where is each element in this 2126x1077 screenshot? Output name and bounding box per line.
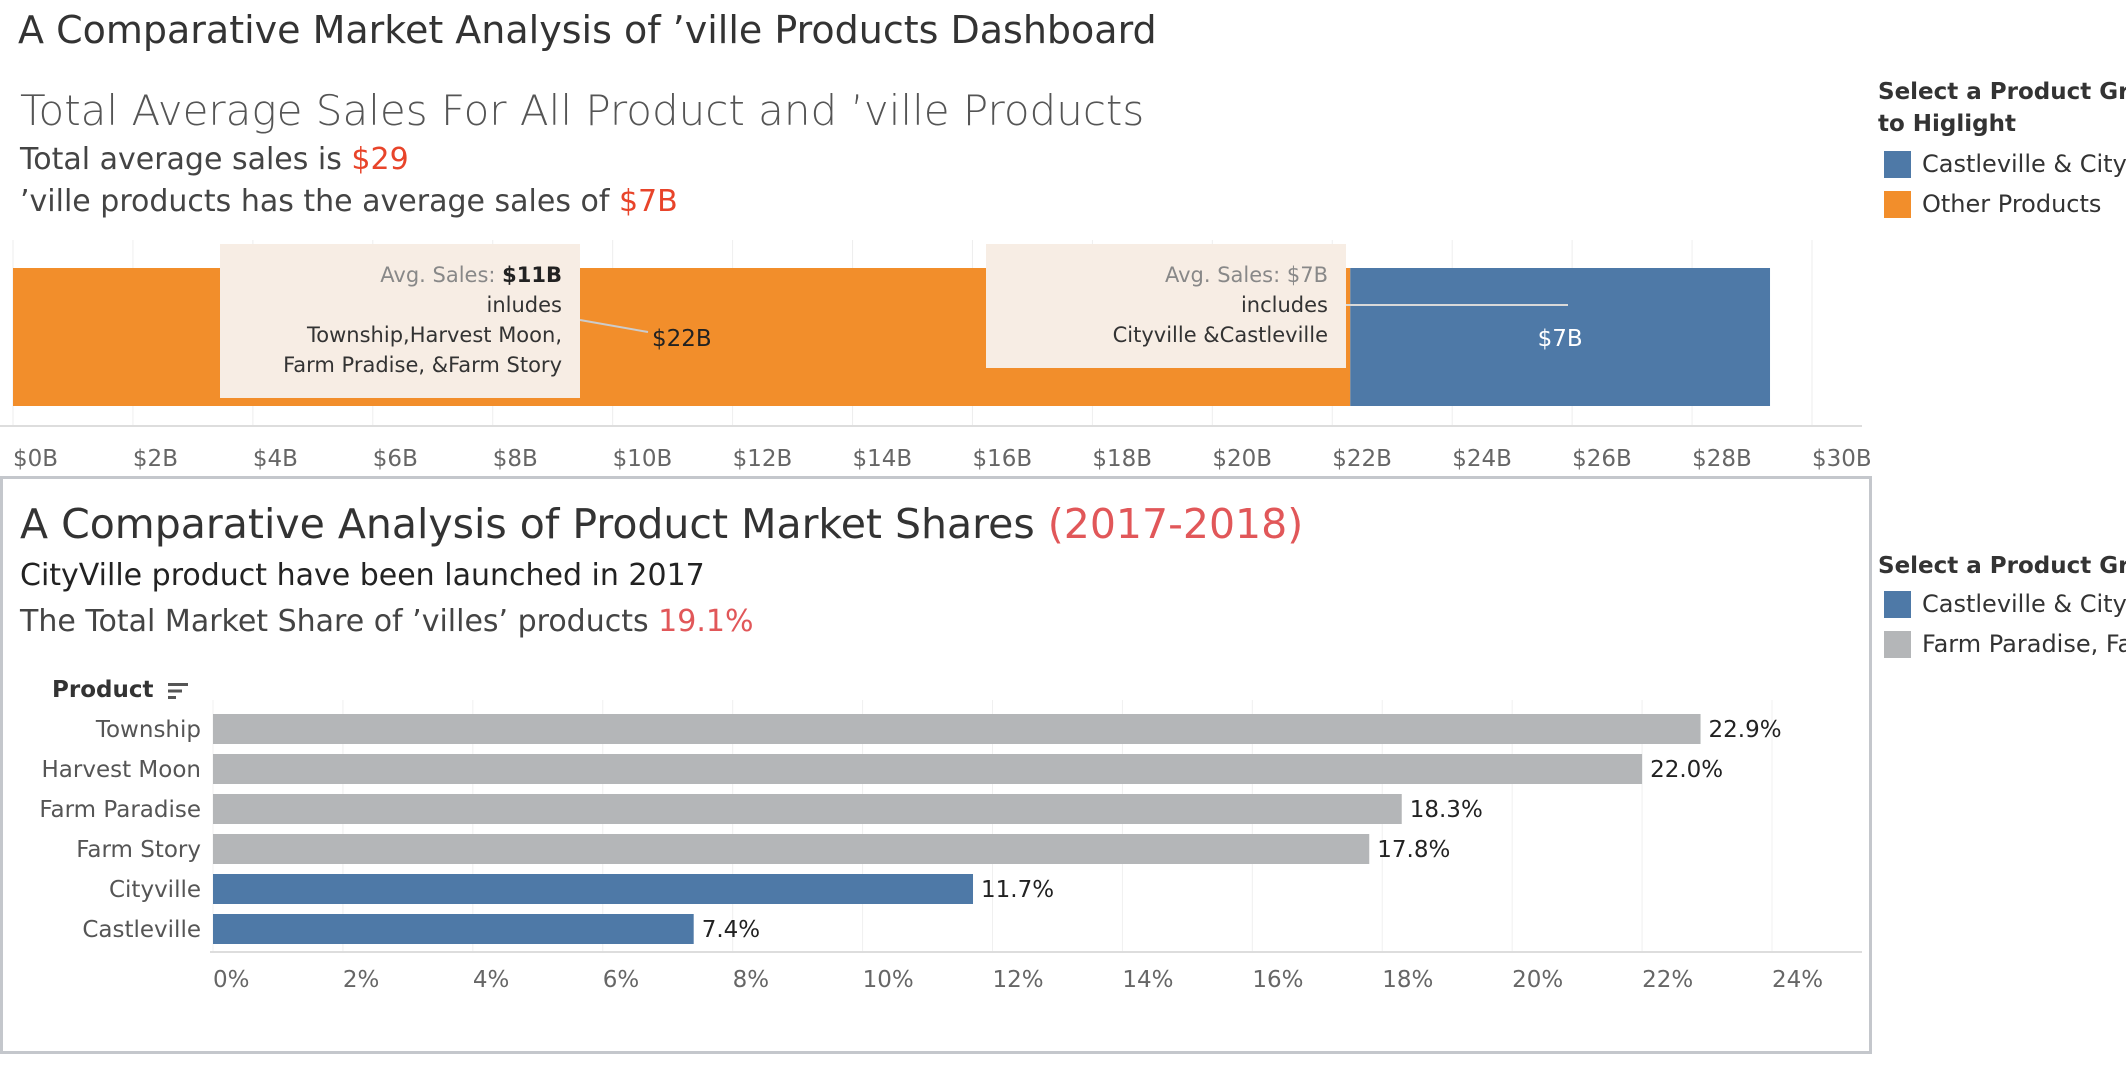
annotation-box-other <box>220 244 580 398</box>
market-legend-title: Select a Product Group <box>1878 553 2126 579</box>
x-tick-label: $28B <box>1692 446 1752 472</box>
cityville-launch-text: CityVille product have been launched in … <box>20 558 705 593</box>
x-tick-label: $26B <box>1572 446 1632 472</box>
bar-value-label: 22.0% <box>1650 757 1723 783</box>
dashboard-title: A Comparative Market Analysis of ’ville … <box>18 8 1157 52</box>
ville-average-sales-prefix: ’ville products has the average sales of <box>20 184 619 219</box>
total-average-sales-prefix: Total average sales is <box>20 142 352 177</box>
x-tick-label: $12B <box>733 446 793 472</box>
total-market-share-text: The Total Market Share of ’villes’ produ… <box>20 604 753 639</box>
sales-legend-title-line2: to Higlight <box>1878 111 2016 137</box>
annotation-other-line3: Township,Harvest Moon, <box>307 323 562 347</box>
category-label: Township <box>95 717 201 743</box>
bar <box>213 794 1402 824</box>
bar <box>213 914 694 944</box>
market-share-title: A Comparative Analysis of Product Market… <box>20 500 1303 548</box>
legend-swatch-other[interactable] <box>1884 191 1911 218</box>
market-share-bar-chart: Township 22.9% Harvest Moon 22.0% Farm Parad… <box>39 700 1862 993</box>
x-tick-label: $20B <box>1212 446 1272 472</box>
annotation-ville-line2: includes <box>1240 293 1328 317</box>
x-tick-label: 6% <box>603 967 640 993</box>
market-share-title-years: (2017-2018) <box>1047 500 1304 548</box>
sales-section-title: Total Average Sales For All Product and … <box>20 86 1145 135</box>
x-tick-label: $4B <box>253 446 298 472</box>
category-label: Harvest Moon <box>42 757 201 783</box>
annotation-connector <box>579 319 649 333</box>
market-legend-item-other[interactable]: Farm Paradise, Fa <box>1922 630 2126 658</box>
x-tick-label: 2% <box>343 967 380 993</box>
x-tick-label: 0% <box>213 967 250 993</box>
bar-value-label: 22.9% <box>1709 717 1782 743</box>
bar <box>213 834 1370 864</box>
annotation-other-line2: inludes <box>486 293 562 317</box>
ville-average-sales-value: $7B <box>618 184 678 219</box>
category-label: Farm Paradise <box>39 797 201 823</box>
product-axis-header-label: Product <box>52 677 154 703</box>
legend-swatch-ville[interactable] <box>1884 151 1911 178</box>
annotation-ville-products: Avg. Sales: $7B includes Cityville &Cast… <box>986 260 1328 350</box>
market-legend-swatch-other[interactable] <box>1884 631 1911 658</box>
sort-icon[interactable] <box>167 681 189 701</box>
sales-legend-title: Select a Product Grou to Higlight <box>1878 76 2126 140</box>
category-label: Castleville <box>82 917 201 943</box>
x-tick-label: 24% <box>1772 967 1823 993</box>
category-label: Farm Story <box>76 837 201 863</box>
annotation-box-ville <box>986 244 1346 368</box>
x-tick-label: 16% <box>1252 967 1303 993</box>
annotation-ville-line3: Cityville &Castleville <box>1112 323 1328 347</box>
x-tick-label: $22B <box>1332 446 1392 472</box>
bar-value-label: 7.4% <box>702 917 760 943</box>
product-axis-header: Product <box>52 677 189 703</box>
x-tick-label: $10B <box>613 446 673 472</box>
annotation-other-label: Avg. Sales: <box>380 263 503 287</box>
x-tick-label: 12% <box>993 967 1044 993</box>
x-tick-label: 8% <box>733 967 770 993</box>
total-market-share-value: 19.1% <box>658 604 754 639</box>
bar-value-label: 17.8% <box>1377 837 1450 863</box>
x-tick-label: $8B <box>493 446 538 472</box>
bar-segment <box>1350 268 1771 406</box>
x-tick-label: $16B <box>972 446 1032 472</box>
legend-item-other[interactable]: Other Products <box>1922 190 2102 218</box>
x-tick-label: $2B <box>133 446 178 472</box>
total-market-share-prefix: The Total Market Share of ’villes’ produ… <box>20 604 659 639</box>
x-tick-label: $6B <box>373 446 418 472</box>
bar <box>213 714 1701 744</box>
total-average-sales-value: $29 <box>351 142 409 177</box>
x-tick-label: $0B <box>13 446 58 472</box>
market-share-panel <box>0 476 1872 1054</box>
x-tick-label: 20% <box>1512 967 1563 993</box>
x-tick-label: 4% <box>473 967 510 993</box>
ville-average-sales-text: ’ville products has the average sales of… <box>20 184 678 219</box>
x-tick-label: $14B <box>853 446 913 472</box>
x-tick-label: $24B <box>1452 446 1512 472</box>
total-average-sales-text: Total average sales is $29 <box>20 142 409 177</box>
bar-value-label: 18.3% <box>1410 797 1483 823</box>
bar-value-label: 11.7% <box>981 877 1054 903</box>
x-tick-label: $30B <box>1812 446 1872 472</box>
annotation-ville-label: Avg. Sales: $7B <box>1164 263 1328 287</box>
bar-label-ville: $7B <box>1538 326 1583 352</box>
bar-label-other: $22B <box>652 326 712 352</box>
bar <box>213 874 974 904</box>
x-tick-label: $18B <box>1092 446 1152 472</box>
annotation-other-value: $11B <box>502 263 562 287</box>
market-share-title-text: A Comparative Analysis of Product Market… <box>20 500 1048 548</box>
legend-item-ville[interactable]: Castleville & Cityv <box>1922 150 2126 178</box>
x-tick-label: 18% <box>1382 967 1433 993</box>
market-legend-item-ville[interactable]: Castleville & Cityv <box>1922 590 2126 618</box>
x-tick-label: 14% <box>1122 967 1173 993</box>
bar <box>213 754 1643 784</box>
annotation-other-products: Avg. Sales: $11B inludes Township,Harves… <box>220 260 562 380</box>
x-tick-label: 10% <box>863 967 914 993</box>
sales-legend-title-line1: Select a Product Grou <box>1878 79 2126 105</box>
x-tick-label: 22% <box>1642 967 1693 993</box>
annotation-other-line4: Farm Pradise, &Farm Story <box>283 353 562 377</box>
category-label: Cityville <box>109 877 201 903</box>
market-legend-swatch-ville[interactable] <box>1884 591 1911 618</box>
